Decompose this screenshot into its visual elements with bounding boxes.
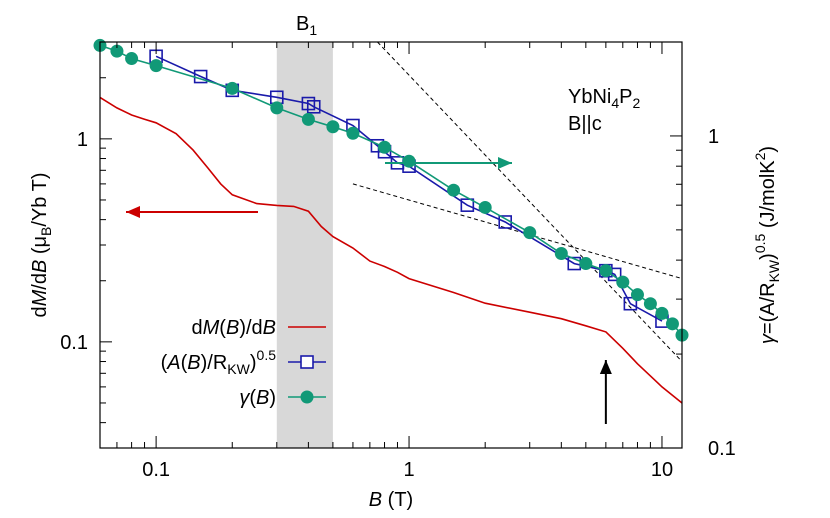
dashed-guide-1	[377, 41, 683, 362]
y-right-tick-label: 1	[708, 126, 719, 148]
ab-data-point	[460, 198, 475, 212]
gamma-data-point	[326, 120, 340, 134]
gamma-data-point	[346, 126, 360, 140]
ab-data-point	[623, 296, 638, 311]
legend-label-gamma: γ(B)	[239, 387, 276, 409]
gamma-data-point	[149, 59, 163, 73]
gamma-data-point	[301, 112, 315, 126]
dashed-guide-2	[352, 183, 683, 280]
series-line-1	[99, 96, 683, 404]
gamma-data-point	[125, 52, 139, 66]
b1-label: B1	[296, 13, 317, 38]
y-left-tick-label: 1	[77, 129, 88, 151]
x-tick-label: 0.1	[142, 459, 170, 481]
gamma-data-point	[643, 297, 657, 311]
gamma-data-point	[599, 264, 613, 278]
x-axis-label: B (T)	[369, 489, 413, 511]
field-annotation: B||c	[568, 113, 602, 135]
gamma-data-point	[225, 81, 239, 95]
gamma-data-point	[378, 140, 392, 154]
gamma-data-point	[478, 200, 492, 214]
y-axis-right-label: γ=(A/RKW)0.5 (J/molK2)	[752, 146, 782, 344]
legend-marker-ab	[300, 355, 314, 369]
y-left-tick-label: 0.1	[60, 332, 88, 354]
legend-label-dmdb: dM(B)/dB	[192, 317, 277, 339]
gamma-data-point	[110, 44, 124, 58]
gamma-data-point	[402, 154, 416, 168]
gamma-data-point	[270, 101, 284, 115]
ab-data-point	[306, 99, 321, 114]
green-right-arrow	[385, 157, 512, 169]
compound-annotation: YbNi4P2	[568, 86, 641, 111]
gamma-data-point	[554, 247, 568, 261]
gamma-data-point	[655, 306, 669, 320]
x-tick-label: 1	[403, 459, 414, 481]
gamma-data-point	[579, 257, 593, 271]
x-tick-label: 10	[651, 459, 673, 481]
black-up-arrow	[599, 360, 612, 424]
gamma-data-point	[630, 288, 644, 302]
gamma-data-point	[447, 183, 461, 197]
gamma-data-point	[665, 317, 679, 331]
legend-marker-gamma	[300, 390, 314, 404]
gamma-data-point	[616, 275, 630, 289]
y-axis-left-label: dM/dB (μB/Yb T)	[29, 172, 54, 317]
gamma-data-point	[523, 226, 537, 240]
y-right-tick-label: 0.1	[708, 438, 736, 460]
red-left-arrow	[126, 206, 258, 218]
legend-label-ab: (A(B)/RKW)0.5	[161, 347, 277, 377]
